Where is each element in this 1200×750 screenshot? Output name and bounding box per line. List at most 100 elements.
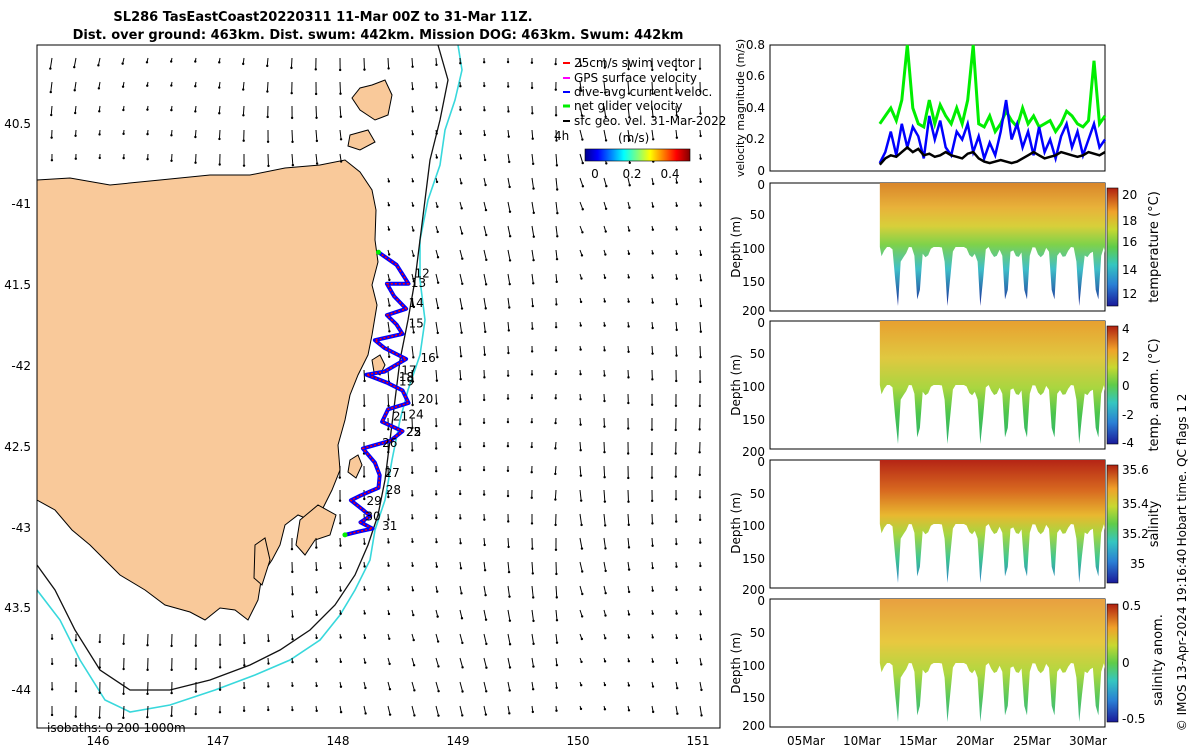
- velocity-vector: [146, 705, 149, 718]
- velocity-vector: [483, 321, 486, 332]
- velocity-vector-head: [170, 714, 173, 718]
- velocity-vector-head: [339, 115, 343, 118]
- velocity-vector: [651, 81, 654, 94]
- velocity-vector-head: [267, 708, 270, 712]
- velocity-vector: [459, 225, 463, 234]
- legend-label-current: dive-avg current veloc.: [574, 85, 712, 99]
- velocity-vector: [339, 129, 342, 140]
- velocity-vector-head: [339, 544, 342, 547]
- velocity-vector-head: [388, 713, 392, 716]
- velocity-vector-head: [554, 447, 557, 450]
- velocity-vector: [339, 105, 342, 117]
- velocity-vector-head: [700, 714, 703, 717]
- velocity-vector-head: [122, 716, 125, 720]
- velocity-vector-head: [194, 161, 197, 164]
- velocity-vector-head: [579, 372, 582, 376]
- velocity-vector-head: [460, 207, 463, 210]
- velocity-vector-head: [675, 661, 679, 665]
- velocity-vector: [651, 129, 654, 140]
- day-label: 14: [408, 296, 423, 310]
- velocity-vector-head: [74, 664, 78, 667]
- tanom-ytick: 100: [742, 380, 765, 394]
- velocity-vector-head: [675, 181, 679, 184]
- velocity-vector-head: [484, 713, 488, 716]
- velocity-ytick: 0.6: [746, 69, 765, 83]
- velocity-vector: [603, 465, 606, 478]
- velocity-vector: [531, 153, 534, 164]
- velocity-vector: [627, 81, 630, 94]
- velocity-vector-head: [363, 661, 367, 664]
- map-x-tick: 148: [327, 734, 350, 748]
- velocity-vector: [675, 705, 678, 714]
- velocity-vector-head: [73, 89, 76, 92]
- velocity-vector: [435, 657, 439, 667]
- velocity-vector-head: [362, 428, 366, 432]
- velocity-vector-head: [700, 688, 703, 692]
- velocity-vector-head: [483, 376, 486, 379]
- velocity-vector: [603, 561, 607, 571]
- velocity-vector: [699, 321, 702, 332]
- velocity-vector-head: [291, 615, 294, 618]
- velocity-vector-head: [169, 60, 173, 63]
- velocity-vector: [459, 657, 464, 668]
- velocity-vector-head: [506, 85, 510, 88]
- velocity-vector-head: [651, 636, 654, 639]
- velocity-vector-head: [194, 712, 197, 716]
- velocity-vector-head: [363, 379, 366, 383]
- sal-ytick: 100: [742, 519, 765, 533]
- velocity-vector-head: [315, 613, 318, 617]
- velocity-vector-head: [411, 110, 414, 113]
- velocity-vector-head: [532, 619, 535, 623]
- velocity-vector-head: [242, 62, 245, 66]
- legend-label-net: net glider velocity: [574, 99, 682, 113]
- legend-label-swim: 25cm/s swim vector: [574, 56, 695, 70]
- velocity-vector-head: [675, 542, 678, 546]
- map-y-tick: 42.5: [4, 440, 31, 454]
- velocity-vector-head: [412, 331, 415, 334]
- temp-ytick: 0: [757, 178, 765, 192]
- velocity-vector-head: [530, 522, 534, 525]
- velocity-vector-head: [580, 637, 584, 641]
- velocity-vector: [507, 561, 510, 573]
- velocity-vector-head: [266, 140, 270, 143]
- velocity-vector-head: [627, 300, 630, 303]
- tanom-ytick: 0: [757, 316, 765, 330]
- velocity-vector-head: [74, 157, 77, 160]
- map-x-ticks: 146 147 148 149 150 151: [87, 734, 710, 748]
- velocity-vector-head: [459, 157, 463, 160]
- map-frame: [36, 44, 721, 729]
- velocity-vector-head: [604, 614, 607, 617]
- velocity-vector-head: [555, 596, 558, 599]
- velocity-vector-head: [627, 568, 631, 571]
- velocity-vector-head: [388, 637, 391, 640]
- velocity-vector-head: [580, 89, 583, 92]
- velocity-vector-head: [674, 497, 678, 501]
- velocity-vector: [531, 297, 534, 307]
- velocity-vector-head: [532, 211, 535, 215]
- velocity-vector-head: [482, 468, 486, 472]
- velocity-vector-head: [532, 642, 535, 646]
- velocity-vector: [555, 585, 558, 598]
- velocity-vector-head: [291, 637, 294, 641]
- velocity-vector-head: [650, 452, 654, 456]
- velocity-vector: [97, 57, 101, 66]
- velocity-vector-head: [435, 590, 439, 593]
- velocity-vector-head: [699, 304, 703, 308]
- velocity-vector-head: [530, 61, 534, 64]
- velocity-vector: [579, 201, 584, 210]
- velocity-vector-head: [339, 138, 343, 141]
- velocity-vector: [73, 57, 77, 68]
- surface-velocity-vectors: [49, 57, 703, 720]
- velocity-vector-head: [411, 403, 414, 407]
- velocity-vector: [74, 81, 77, 91]
- temp-cbar-tick: 20: [1122, 188, 1137, 202]
- velocity-vector: [651, 345, 654, 354]
- velocity-vector-head: [603, 349, 606, 352]
- temp-cbar-tick: 12: [1122, 287, 1137, 301]
- velocity-vector-head: [411, 204, 415, 207]
- velocity-vector-head: [604, 207, 608, 210]
- velocity-vector: [435, 393, 438, 404]
- velocity-vector-head: [387, 228, 391, 231]
- velocity-vector-head: [651, 182, 655, 186]
- velocity-vector-head: [674, 475, 677, 478]
